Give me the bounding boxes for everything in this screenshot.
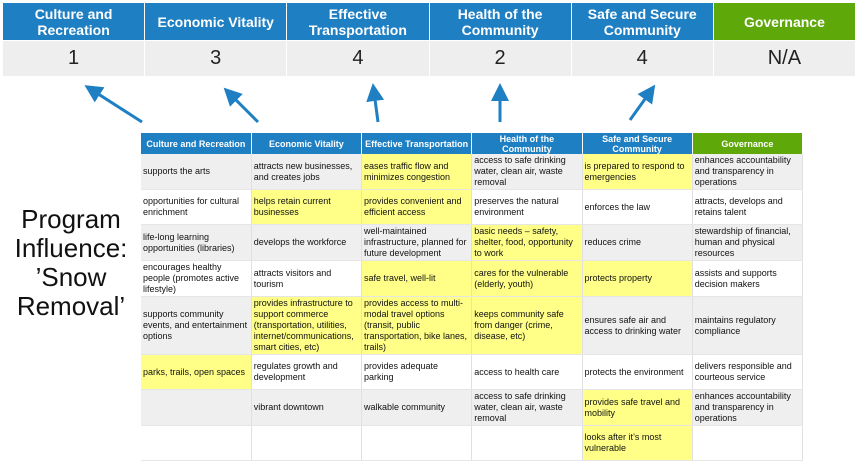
arrow-icon xyxy=(223,87,260,124)
table-cell: assists and supports decision makers xyxy=(692,260,804,297)
table-cell: supports the arts xyxy=(141,154,252,190)
table-cell: safe travel, well-lit xyxy=(361,260,473,297)
category-score: 4 xyxy=(571,40,714,76)
table-cell: develops the workforce xyxy=(251,224,363,261)
table-cell: attracts new businesses, and creates job… xyxy=(251,154,363,190)
table-row: life-long learning opportunities (librar… xyxy=(141,224,804,261)
table-row: supports community events, and entertain… xyxy=(141,296,804,355)
table-cell: eases traffic flow and minimizes congest… xyxy=(361,154,473,190)
arrow-icon xyxy=(84,85,143,124)
table-cell: looks after it’s most vulnerable xyxy=(582,425,693,461)
column-header: Health of the Community xyxy=(471,133,583,154)
table-row: encourages healthy people (promotes acti… xyxy=(141,260,804,297)
table-cell: enhances accountability and transparency… xyxy=(692,389,804,426)
table-cell: provides safe travel and mobility xyxy=(582,389,693,426)
column-header: Economic Vitality xyxy=(251,133,363,154)
score-summary: Culture and Recreation 1 Economic Vitality… xyxy=(3,3,856,76)
category-score: 4 xyxy=(287,40,430,76)
table-cell: supports community events, and entertain… xyxy=(141,296,252,355)
column-header: Culture and Recreation xyxy=(141,133,252,154)
column-header: Effective Transportation xyxy=(361,133,473,154)
table-cell: provides access to multi-modal travel op… xyxy=(361,296,473,355)
table-cell xyxy=(692,425,804,461)
table-row: vibrant downtown walkable community access… xyxy=(141,389,804,426)
table-cell: encourages healthy people (promotes acti… xyxy=(141,260,252,297)
table-cell xyxy=(361,425,473,461)
table-cell: well-maintained infrastructure, planned … xyxy=(361,224,473,261)
label-line: Influence: xyxy=(14,233,128,263)
table-cell: regulates growth and development xyxy=(251,354,363,390)
table-cell: access to health care xyxy=(471,354,583,390)
table-cell xyxy=(141,389,252,426)
category-header: Health of the Community xyxy=(429,3,572,40)
table-cell: maintains regulatory compliance xyxy=(692,296,804,355)
table-cell: protects the environment xyxy=(582,354,693,390)
label-line: Program xyxy=(21,204,121,234)
table-cell: is prepared to respond to emergencies xyxy=(582,154,693,190)
table-row: supports the arts attracts new businesses… xyxy=(141,154,804,190)
table-cell: keeps community safe from danger (crime,… xyxy=(471,296,583,355)
table-row: parks, trails, open spaces regulates grow… xyxy=(141,354,804,390)
table-cell: life-long learning opportunities (librar… xyxy=(141,224,252,261)
program-influence-label: Program Influence: ’Snow Removal’ xyxy=(0,205,142,321)
table-cell: protects property xyxy=(582,260,693,297)
table-cell: basic needs – safety, shelter, food, opp… xyxy=(471,224,583,261)
table-cell: preserves the natural environment xyxy=(471,189,583,225)
table-cell xyxy=(251,425,363,461)
label-line: ’Snow xyxy=(35,262,107,292)
table-cell: stewardship of financial, human and phys… xyxy=(692,224,804,261)
category-score: N/A xyxy=(713,40,856,76)
arrows xyxy=(84,83,656,124)
category-header: Safe and Secure Community xyxy=(571,3,714,40)
table-cell: walkable community xyxy=(361,389,473,426)
category-header: Culture and Recreation xyxy=(3,3,146,40)
table-cell: parks, trails, open spaces xyxy=(141,354,252,390)
category-header: Effective Transportation xyxy=(287,3,430,40)
table-cell: enforces the law xyxy=(582,189,693,225)
arrow-icon xyxy=(366,83,385,123)
table-cell: opportunities for cultural enrichment xyxy=(141,189,252,225)
category-header: Economic Vitality xyxy=(145,3,288,40)
table-row: looks after it’s most vulnerable xyxy=(141,425,804,461)
arrow-icon xyxy=(628,84,656,121)
table-cell: delivers responsible and courteous servi… xyxy=(692,354,804,390)
table-cell: access to safe drinking water, clean air… xyxy=(471,389,583,426)
table-cell: helps retain current businesses xyxy=(251,189,363,225)
table-cell: attracts visitors and tourism xyxy=(251,260,363,297)
table-cell xyxy=(141,425,252,461)
table-cell: enhances accountability and transparency… xyxy=(692,154,804,190)
label-line: Removal’ xyxy=(16,291,126,321)
table-cell: vibrant downtown xyxy=(251,389,363,426)
category-header: Governance xyxy=(713,3,856,40)
table-cell: attracts, develops and retains talent xyxy=(692,189,804,225)
table-cell: provides infrastructure to support comme… xyxy=(251,296,363,355)
column-header: Governance xyxy=(692,133,804,154)
table-cell: ensures safe air and access to drinking … xyxy=(582,296,693,355)
category-score: 2 xyxy=(429,40,572,76)
table-cell: provides adequate parking xyxy=(361,354,473,390)
category-score: 1 xyxy=(3,40,146,76)
table-cell: cares for the vulnerable (elderly, youth… xyxy=(471,260,583,297)
table-cell: access to safe drinking water, clean air… xyxy=(471,154,583,190)
table-cell: reduces crime xyxy=(582,224,693,261)
table-cell xyxy=(471,425,583,461)
table-row: opportunities for cultural enrichment hel… xyxy=(141,189,804,225)
table-cell: provides convenient and efficient access xyxy=(361,189,473,225)
influence-table: Culture and Recreation Economic Vitality E… xyxy=(141,133,804,461)
column-header: Safe and Secure Community xyxy=(582,133,693,154)
category-score: 3 xyxy=(145,40,288,76)
